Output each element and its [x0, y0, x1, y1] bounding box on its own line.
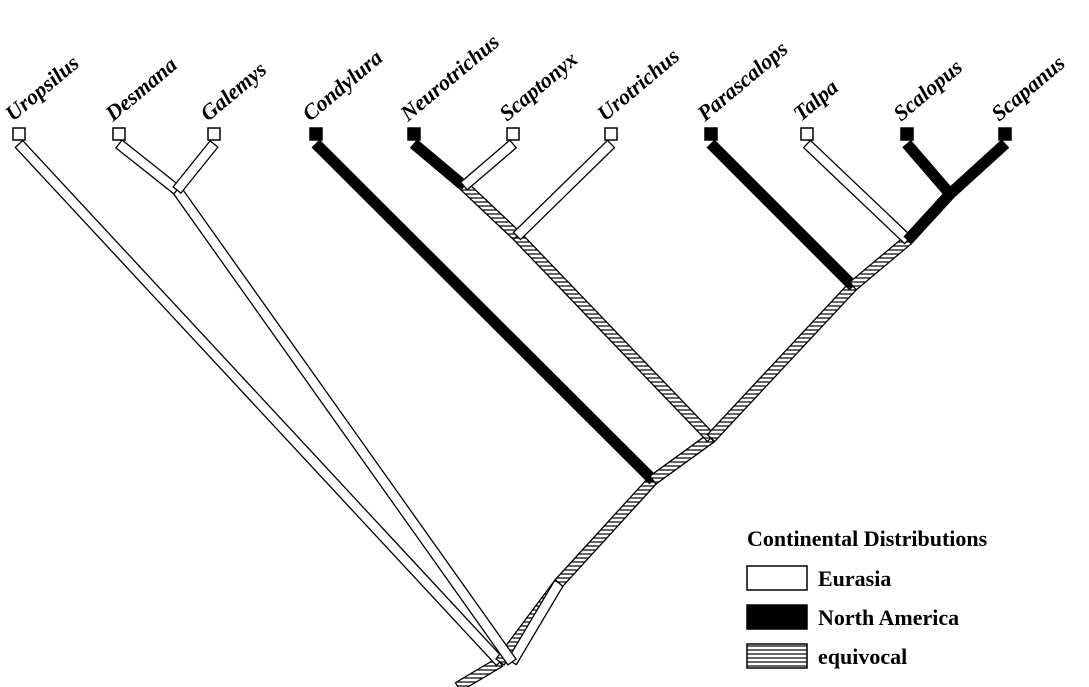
taxon-label-scaptonyx: Scaptonyx [494, 46, 582, 126]
branch-talpa [802, 139, 913, 245]
tip-marker-scaptonyx [506, 127, 520, 141]
branch-uropsilus [14, 139, 505, 667]
taxon-label-desmana: Desmana [99, 52, 181, 127]
branch-neurotrichus [409, 139, 469, 191]
tip-marker-scalopus [900, 127, 914, 141]
branch-desmana [114, 139, 182, 195]
tip-marker-scapanus [998, 127, 1012, 141]
branch-c-to-e [706, 281, 858, 443]
branch-parascalops [706, 139, 858, 291]
legend-swatch-equivocal [746, 643, 808, 669]
tip-markers [12, 127, 1012, 141]
legend-title: Continental Distributions [747, 526, 988, 551]
taxon-label-condylura: Condylura [297, 45, 387, 126]
branch-galemys [172, 139, 219, 195]
legend-swatch-north-america [746, 604, 808, 630]
branch-desmana-galemys [172, 186, 517, 666]
tip-marker-talpa [800, 127, 814, 141]
legend: Continental Distributions Eurasia North … [746, 526, 988, 669]
branch-scaptonyx [459, 139, 518, 191]
legend-label-north-america: North America [818, 605, 959, 630]
branch-condylura [311, 139, 658, 485]
taxon-label-galemys: Galemys [195, 56, 271, 125]
branch-scalopini [903, 189, 955, 245]
tip-marker-uropsilus [12, 127, 26, 141]
legend-swatch-eurasia [746, 565, 808, 591]
branch-urotrichini [512, 231, 716, 443]
branch-desmanini [506, 579, 565, 666]
taxon-labels: Uropsilus Desmana Galemys Condylura Neurotri… [0, 29, 1070, 127]
branch-urotrichus [512, 139, 616, 241]
tip-marker-desmana [112, 127, 126, 141]
taxon-label-scalopus: Scalopus [888, 54, 967, 126]
taxon-label-parascalops: Parascalops [691, 36, 792, 127]
tip-marker-galemys [207, 127, 221, 141]
tip-marker-condylura [309, 127, 323, 141]
taxon-label-urotrichus: Urotrichus [592, 43, 684, 126]
tree-branches [14, 139, 1010, 687]
tip-marker-neurotrichus [407, 127, 421, 141]
branch-a-to-b [554, 475, 658, 588]
branch-neuro-scapt [459, 181, 522, 241]
branch-scalopus [902, 139, 955, 199]
taxon-label-uropsilus: Uropsilus [0, 50, 84, 126]
tip-marker-parascalops [704, 127, 718, 141]
legend-label-equivocal: equivocal [818, 644, 907, 669]
taxon-label-neurotrichus: Neurotrichus [394, 29, 504, 127]
branch-e-to-f [848, 235, 913, 291]
branch-scapanus [945, 139, 1010, 199]
branch-b-to-c [649, 433, 715, 485]
legend-label-eurasia: Eurasia [818, 566, 891, 591]
tip-marker-urotrichus [604, 127, 618, 141]
taxon-label-talpa: Talpa [788, 74, 843, 126]
taxon-label-scapanus: Scapanus [986, 50, 1070, 126]
